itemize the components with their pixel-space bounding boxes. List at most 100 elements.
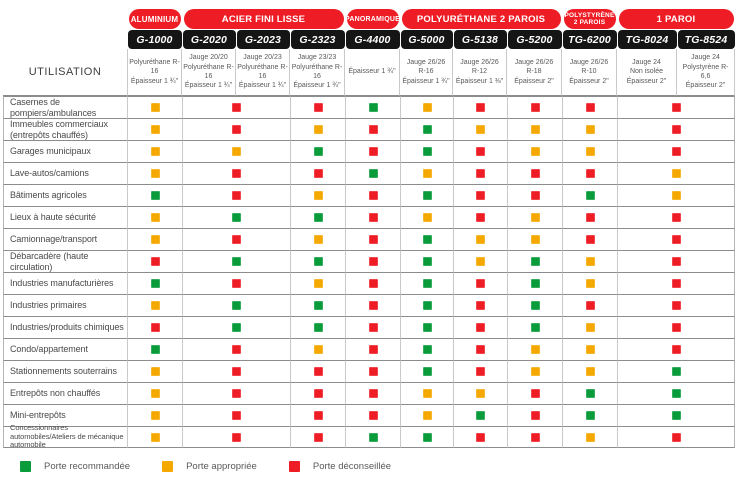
row-label: Stationnements souterrains	[3, 360, 127, 382]
rating-cell	[345, 206, 400, 228]
rating-square	[671, 147, 681, 156]
row-label: Camionnage/transport	[3, 228, 127, 250]
rating-square	[313, 125, 323, 134]
model-header: G-2020	[182, 30, 236, 49]
rating-square	[476, 301, 485, 310]
rating-cell	[127, 118, 182, 140]
rating-square	[422, 411, 432, 420]
rating-square	[150, 279, 160, 288]
rating-cell	[127, 96, 182, 118]
rating-square	[313, 257, 323, 266]
rating-cell	[453, 96, 507, 118]
model-header: G-5138	[453, 30, 507, 49]
rating-square	[150, 213, 160, 222]
category-pill-cell: POLYURÉTHANE 2 PAROIS	[400, 8, 562, 30]
rating-cell	[345, 184, 400, 206]
rating-cell	[127, 184, 182, 206]
model-header: G-5000	[400, 30, 453, 49]
rating-square	[476, 411, 485, 420]
rating-cell	[182, 294, 290, 316]
category-pill-cell: 1 PAROI	[617, 8, 735, 30]
rating-cell	[290, 382, 345, 404]
rating-cell	[182, 426, 290, 448]
rating-cell	[562, 294, 617, 316]
rating-cell	[562, 272, 617, 294]
rating-square	[476, 432, 485, 442]
rating-cell	[345, 316, 400, 338]
rating-cell	[182, 360, 290, 382]
rating-square	[422, 125, 432, 134]
model-header: G-5200	[507, 30, 562, 49]
rating-square	[313, 147, 323, 156]
rating-cell	[562, 404, 617, 426]
rating-square	[150, 301, 160, 310]
rating-square	[585, 213, 595, 222]
rating-square	[232, 301, 241, 310]
rating-cell	[617, 96, 735, 118]
rating-cell	[127, 316, 182, 338]
rating-square	[671, 235, 681, 244]
rating-cell	[453, 250, 507, 272]
rating-square	[422, 323, 432, 332]
rating-cell	[453, 382, 507, 404]
rating-cell	[507, 338, 562, 360]
rating-square	[422, 103, 432, 112]
rating-cell	[453, 272, 507, 294]
category-pill: POLYSTYRÈNE 2 PAROIS	[563, 9, 616, 29]
rating-cell	[400, 250, 453, 272]
rating-cell	[400, 162, 453, 184]
rating-square	[232, 169, 241, 178]
rating-cell	[345, 96, 400, 118]
rating-cell	[127, 206, 182, 228]
category-pill: PANORAMIQUE	[345, 9, 400, 29]
rating-cell	[617, 294, 735, 316]
rating-cell	[290, 316, 345, 338]
rating-cell	[290, 426, 345, 448]
rating-cell	[617, 206, 735, 228]
rating-square	[530, 257, 540, 266]
rating-cell	[562, 360, 617, 382]
rating-square	[530, 125, 540, 134]
rating-cell	[617, 162, 735, 184]
rating-cell	[453, 184, 507, 206]
rating-square	[313, 345, 323, 354]
rating-square	[585, 235, 595, 244]
green-square-icon	[20, 461, 31, 472]
rating-square	[368, 191, 378, 200]
rating-cell	[400, 360, 453, 382]
rating-cell	[400, 338, 453, 360]
legend: Porte recommandée Porte appropriée Porte…	[20, 461, 738, 472]
rating-square	[232, 279, 241, 288]
rating-square	[422, 432, 432, 442]
rating-cell	[345, 338, 400, 360]
rating-square	[671, 213, 681, 222]
category-pill-cell: ALUMINIUM	[127, 8, 182, 30]
rating-square	[368, 389, 378, 398]
rating-square	[422, 257, 432, 266]
yellow-square-icon	[162, 461, 174, 472]
rating-square	[313, 367, 323, 376]
model-header: G-2323	[290, 30, 345, 49]
rating-square	[150, 235, 160, 244]
model-spec: Jauge 23/23 Polyuréthane R-16 Épaisseur 1 …	[290, 49, 345, 96]
rating-cell	[127, 404, 182, 426]
rating-square	[313, 213, 323, 222]
rating-square	[232, 367, 241, 376]
rating-square	[422, 169, 432, 178]
rating-cell	[127, 228, 182, 250]
rating-cell	[562, 140, 617, 162]
rating-cell	[617, 184, 735, 206]
rating-cell	[182, 316, 290, 338]
model-spec: Jauge 20/23 Polyuréthane R-16 Épaisseur 1 …	[236, 49, 290, 96]
rating-cell	[507, 184, 562, 206]
rating-cell	[182, 404, 290, 426]
rating-cell	[345, 294, 400, 316]
rating-square	[422, 147, 432, 156]
rating-square	[368, 169, 378, 178]
rating-cell	[507, 162, 562, 184]
rating-cell	[507, 206, 562, 228]
rating-square	[232, 323, 241, 332]
legend-label: Porte appropriée	[186, 461, 257, 472]
rating-square	[313, 191, 323, 200]
